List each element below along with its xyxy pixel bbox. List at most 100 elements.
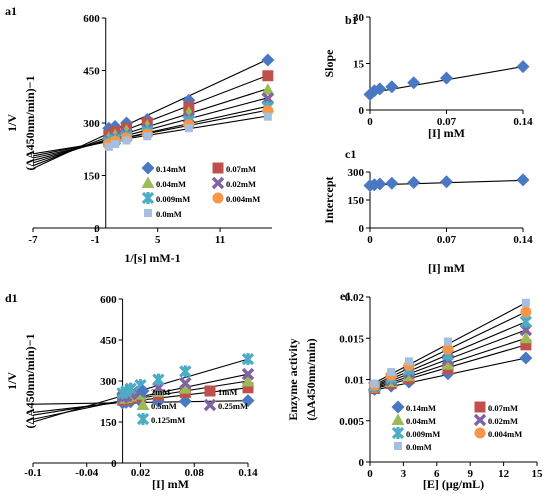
y-tick-label: 0 xyxy=(94,223,100,235)
data-point xyxy=(152,373,165,386)
y-tick-label: 0 xyxy=(111,458,117,470)
data-point xyxy=(241,367,255,381)
legend-marker xyxy=(136,412,150,426)
panel-label: b1 xyxy=(345,13,358,27)
data-point xyxy=(178,382,192,394)
legend-marker xyxy=(391,426,405,440)
y-tick-label: 300 xyxy=(83,118,100,130)
legend-marker xyxy=(473,413,487,427)
legend-marker xyxy=(141,161,155,175)
data-point xyxy=(385,176,399,190)
y-tick-label: 0.01 xyxy=(345,375,364,387)
data-point xyxy=(441,358,455,370)
x-tick-label: 0.07 xyxy=(437,234,457,246)
chart-a1: -7 -1 5 11 0 150 300 450 600 a1 1/[s] mM-1 1/V (ΔA45… xyxy=(5,4,275,265)
legend-label: 0.14mM xyxy=(406,403,436,413)
x-tick-label: 5 xyxy=(155,234,161,246)
y-tick-label: 300 xyxy=(348,167,365,179)
y-axis-label: (ΔA450nm/min) xyxy=(304,338,318,420)
data-point xyxy=(519,351,533,365)
legend-marker xyxy=(141,191,155,205)
x-axis-label: [I] mM xyxy=(428,126,465,140)
legend-marker xyxy=(212,162,224,174)
data-point xyxy=(519,331,533,344)
y-axis-label: 1/V xyxy=(5,372,19,390)
x-axis-label: [I] mM xyxy=(428,261,465,275)
legend-label: 0.009mM xyxy=(406,429,440,439)
data-point xyxy=(242,382,254,394)
data-point xyxy=(407,76,421,90)
y-axis-label: Intercept xyxy=(322,176,336,223)
legend-marker xyxy=(203,398,217,412)
x-tick-label: -1 xyxy=(91,234,100,246)
data-point xyxy=(370,379,379,388)
legend-label: 0.125mM xyxy=(151,415,185,425)
legend-marker xyxy=(136,384,150,398)
data-point xyxy=(111,140,120,148)
x-tick-label: 0 xyxy=(367,116,373,128)
x-axis-label: [E] (µg/mL) xyxy=(423,477,484,491)
x-tick-label: 0.14 xyxy=(513,234,533,246)
x-tick-label: 0.08 xyxy=(185,467,205,479)
legend-label: 0.04mM xyxy=(406,416,436,426)
data-point xyxy=(404,357,413,366)
data-point xyxy=(184,124,193,133)
y-tick-label: 0 xyxy=(359,457,365,469)
y-axis-label: Slope xyxy=(322,49,336,78)
y-axis-label: Enzyme activity xyxy=(286,338,300,420)
x-tick-label: 9 xyxy=(467,468,473,480)
x-tick-label: 0.14 xyxy=(513,116,533,128)
y-tick-label: 600 xyxy=(100,294,117,306)
legend-label: 0.14mM xyxy=(156,164,186,174)
x-axis-label: [I] mM xyxy=(152,477,189,491)
y-tick-label: 450 xyxy=(100,335,117,347)
data-point xyxy=(385,80,399,94)
data-point xyxy=(373,177,387,191)
data-point xyxy=(519,315,532,328)
data-point xyxy=(261,53,275,67)
legend-label: 0.009mM xyxy=(156,194,190,204)
x-tick-label: 0.07 xyxy=(437,116,457,128)
x-tick-label: 11 xyxy=(215,234,225,246)
data-point xyxy=(122,136,131,145)
legend-label: 0.04mM xyxy=(156,179,186,189)
y-tick-label: 0.015 xyxy=(339,333,364,345)
data-point xyxy=(443,337,452,346)
y-tick-label: 30 xyxy=(353,12,365,24)
data-point xyxy=(516,60,530,74)
data-point xyxy=(521,298,530,307)
panel-label: a1 xyxy=(5,4,17,18)
y-tick-label: 150 xyxy=(83,171,100,183)
legend-marker xyxy=(391,413,405,425)
y-tick-label: 150 xyxy=(348,195,365,207)
y-axis-label: (ΔA450nm/min)−1 xyxy=(23,333,37,428)
legend-marker xyxy=(212,192,224,204)
y-tick-label: 0 xyxy=(359,223,365,235)
data-point xyxy=(104,142,113,151)
y-axis-label: 1/V xyxy=(5,114,19,132)
x-axis-label: 1/[s] mM-1 xyxy=(124,251,180,265)
data-point xyxy=(407,175,421,189)
data-point xyxy=(440,71,453,85)
y-tick-label: 150 xyxy=(100,417,117,429)
data-point xyxy=(179,376,192,390)
legend-label: 2mM xyxy=(151,387,170,397)
y-tick-label: 300 xyxy=(100,376,117,388)
legend-marker xyxy=(144,209,152,217)
y-tick-label: 450 xyxy=(83,66,100,78)
legend-label: 1mM xyxy=(218,387,237,397)
legend-marker xyxy=(204,385,216,397)
legend-label: 0.07mM xyxy=(488,403,518,413)
data-point xyxy=(261,83,275,95)
x-tick-label: 3 xyxy=(401,468,407,480)
x-tick-label: 0 xyxy=(367,234,373,246)
data-point xyxy=(516,173,530,187)
legend-marker xyxy=(136,398,150,410)
legend-marker xyxy=(474,427,486,439)
legend-label: 0.07mM xyxy=(226,164,256,174)
data-point xyxy=(263,112,272,121)
legend-label: 0.02mM xyxy=(226,179,256,189)
